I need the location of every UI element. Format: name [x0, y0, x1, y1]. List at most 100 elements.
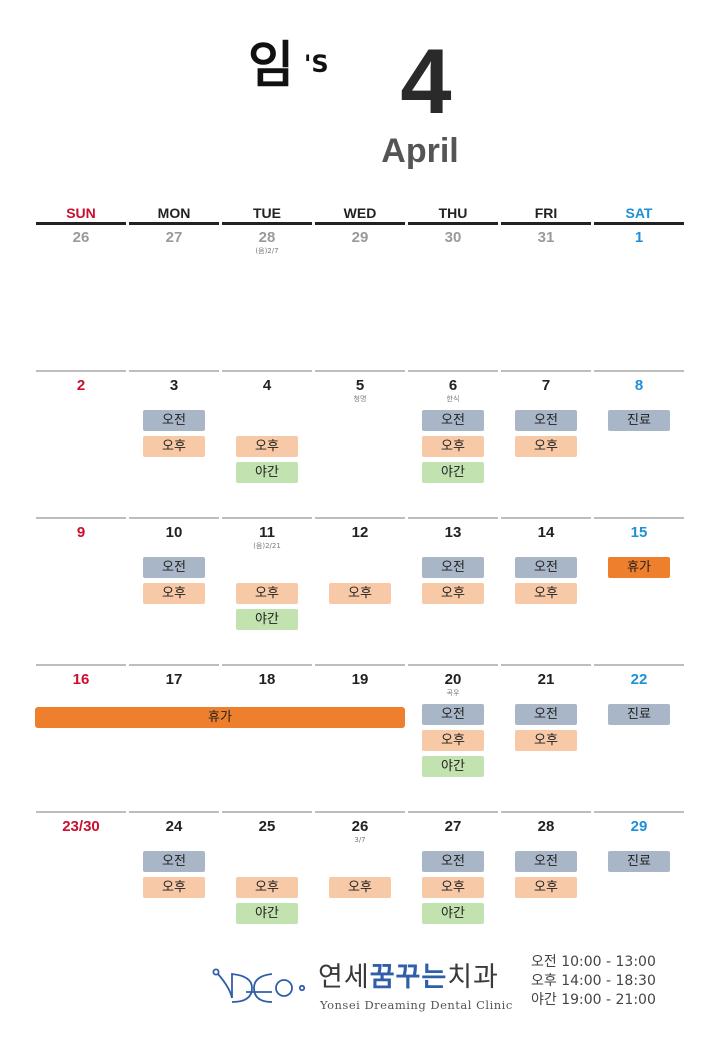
week-divider — [36, 811, 126, 813]
clinic-badge[interactable]: 진료 — [608, 410, 670, 431]
week-divider — [315, 811, 405, 813]
day-number-tue[interactable]: 4 — [262, 377, 272, 394]
night-badge[interactable]: 야간 — [236, 609, 298, 630]
day-number-thu[interactable]: 20 — [444, 671, 462, 688]
morning-badge[interactable]: 오전 — [515, 557, 577, 578]
morning-badge[interactable]: 오전 — [143, 851, 205, 872]
morning-badge[interactable]: 오전 — [143, 557, 205, 578]
afternoon-badge[interactable]: 오후 — [515, 730, 577, 751]
day-number-sun[interactable]: 2 — [76, 377, 86, 394]
week-divider — [36, 370, 126, 372]
afternoon-badge[interactable]: 오후 — [329, 877, 391, 898]
night-badge[interactable]: 야간 — [422, 462, 484, 483]
week-divider — [408, 664, 498, 666]
day-number-tue[interactable]: 28 — [258, 229, 276, 246]
day-number-thu[interactable]: 30 — [444, 229, 462, 246]
afternoon-badge[interactable]: 오후 — [329, 583, 391, 604]
weekday-underline — [36, 222, 126, 225]
afternoon-badge[interactable]: 오후 — [143, 877, 205, 898]
night-badge[interactable]: 야간 — [236, 903, 298, 924]
afternoon-badge[interactable]: 오후 — [422, 436, 484, 457]
week-divider — [594, 811, 684, 813]
day-number-sun[interactable]: 9 — [76, 524, 86, 541]
day-number-mon[interactable]: 27 — [165, 229, 183, 246]
weekday-underline — [594, 222, 684, 225]
clinic-badge[interactable]: 진료 — [608, 851, 670, 872]
night-badge[interactable]: 야간 — [422, 903, 484, 924]
afternoon-badge[interactable]: 오후 — [422, 583, 484, 604]
day-number-wed[interactable]: 12 — [351, 524, 369, 541]
day-number-mon[interactable]: 17 — [165, 671, 183, 688]
weekday-mon: MON — [157, 205, 191, 221]
afternoon-badge[interactable]: 오후 — [236, 436, 298, 457]
afternoon-badge[interactable]: 오후 — [515, 436, 577, 457]
afternoon-badge[interactable]: 오후 — [236, 877, 298, 898]
day-number-thu[interactable]: 27 — [444, 818, 462, 835]
owner-suffix: 'S — [304, 50, 329, 78]
vacation-span[interactable]: 휴가 — [35, 707, 405, 728]
afternoon-badge[interactable]: 오후 — [422, 730, 484, 751]
morning-badge[interactable]: 오전 — [422, 851, 484, 872]
day-number-wed[interactable]: 26 — [351, 818, 369, 835]
vacation-badge[interactable]: 휴가 — [608, 557, 670, 578]
clinic-badge[interactable]: 진료 — [608, 704, 670, 725]
week-divider — [222, 517, 312, 519]
day-number-wed[interactable]: 5 — [355, 377, 365, 394]
afternoon-badge[interactable]: 오후 — [515, 877, 577, 898]
week-divider — [315, 517, 405, 519]
day-number-wed[interactable]: 19 — [351, 671, 369, 688]
morning-badge[interactable]: 오전 — [422, 410, 484, 431]
night-badge[interactable]: 야간 — [236, 462, 298, 483]
hours-morning: 오전 10:00 - 13:00 — [531, 954, 656, 970]
day-number-sun[interactable]: 23/30 — [62, 818, 100, 835]
weekday-wed: WED — [343, 205, 377, 221]
week-divider — [36, 664, 126, 666]
afternoon-badge[interactable]: 오후 — [143, 583, 205, 604]
weekday-thu: THU — [438, 205, 468, 221]
morning-badge[interactable]: 오전 — [515, 704, 577, 725]
day-number-mon[interactable]: 24 — [165, 818, 183, 835]
morning-badge[interactable]: 오전 — [143, 410, 205, 431]
clinic-name-english: Yonsei Dreaming Dental Clinic — [320, 998, 513, 1012]
day-note: (음)2/21 — [253, 542, 281, 550]
day-number-fri[interactable]: 14 — [537, 524, 555, 541]
week-divider — [129, 811, 219, 813]
day-number-fri[interactable]: 21 — [537, 671, 555, 688]
day-number-sat[interactable]: 8 — [634, 377, 644, 394]
week-divider — [501, 811, 591, 813]
day-number-sat[interactable]: 15 — [630, 524, 648, 541]
day-number-fri[interactable]: 7 — [541, 377, 551, 394]
week-divider — [501, 664, 591, 666]
day-number-sun[interactable]: 16 — [72, 671, 90, 688]
week-divider — [501, 370, 591, 372]
week-divider — [222, 664, 312, 666]
week-divider — [129, 517, 219, 519]
day-number-mon[interactable]: 3 — [169, 377, 179, 394]
day-number-thu[interactable]: 6 — [448, 377, 458, 394]
week-divider — [408, 517, 498, 519]
afternoon-badge[interactable]: 오후 — [236, 583, 298, 604]
day-number-sat[interactable]: 1 — [634, 229, 644, 246]
day-note: 한식 — [446, 395, 460, 403]
night-badge[interactable]: 야간 — [422, 756, 484, 777]
afternoon-badge[interactable]: 오후 — [515, 583, 577, 604]
morning-badge[interactable]: 오전 — [515, 851, 577, 872]
hours-afternoon: 오후 14:00 - 18:30 — [531, 973, 656, 989]
weekday-underline — [129, 222, 219, 225]
day-number-wed[interactable]: 29 — [351, 229, 369, 246]
day-number-tue[interactable]: 11 — [259, 524, 275, 541]
day-number-fri[interactable]: 28 — [537, 818, 555, 835]
morning-badge[interactable]: 오전 — [422, 704, 484, 725]
day-number-mon[interactable]: 10 — [165, 524, 183, 541]
day-number-tue[interactable]: 18 — [258, 671, 276, 688]
day-number-sat[interactable]: 22 — [630, 671, 648, 688]
day-number-fri[interactable]: 31 — [537, 229, 555, 246]
day-number-sat[interactable]: 29 — [630, 818, 648, 835]
day-number-sun[interactable]: 26 — [72, 229, 90, 246]
day-number-thu[interactable]: 13 — [444, 524, 462, 541]
afternoon-badge[interactable]: 오후 — [422, 877, 484, 898]
afternoon-badge[interactable]: 오후 — [143, 436, 205, 457]
morning-badge[interactable]: 오전 — [515, 410, 577, 431]
morning-badge[interactable]: 오전 — [422, 557, 484, 578]
day-number-tue[interactable]: 25 — [258, 818, 276, 835]
